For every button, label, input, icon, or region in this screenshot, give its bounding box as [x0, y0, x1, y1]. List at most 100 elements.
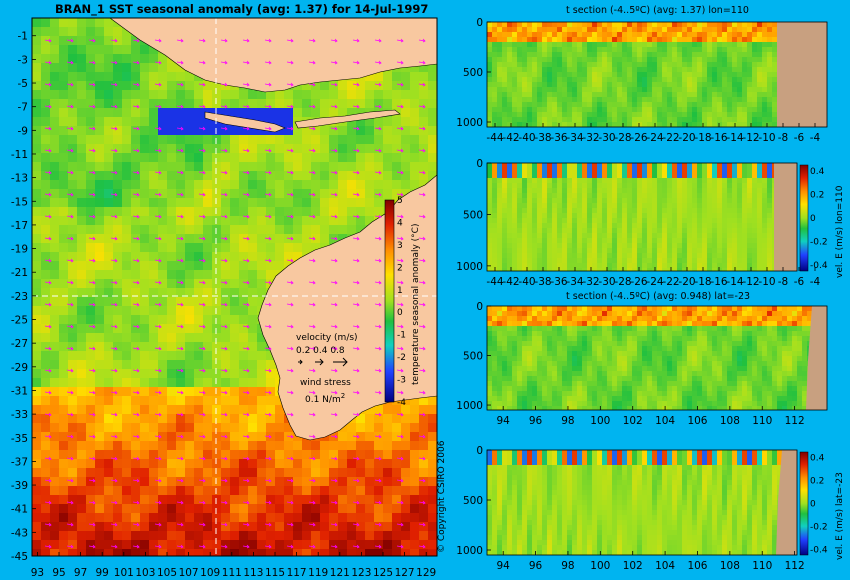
section-x-tick-label: -30: [598, 276, 615, 288]
section-x-tick-label: 100: [590, 415, 610, 427]
section-x-tick-label: -10: [758, 276, 775, 288]
section-x-tick-label: -10: [758, 132, 775, 144]
t-section-lon-title: t section (-4..5ºC) (avg: 1.37) lon=110: [566, 5, 749, 16]
section-x-tick-label: 94: [497, 415, 511, 427]
vel-colorbar-tick-label: -0.2: [810, 522, 828, 532]
vel-colorbar-lat: [799, 451, 809, 556]
section-x-tick-label: -4: [810, 132, 821, 144]
map-x-tick-label: 121: [330, 567, 350, 579]
section-y-tick-label: 1000: [456, 400, 483, 412]
map-x-tick-label: 119: [308, 567, 328, 579]
section-x-tick-label: -14: [726, 276, 743, 288]
map-x-tick-label: 93: [31, 567, 44, 579]
wind-stress-legend: wind stress 0.1 N/m2: [300, 378, 351, 405]
velocity-legend-values: 0.2 0.4 0.8: [296, 346, 345, 356]
map-y-tick-label: -7: [18, 102, 28, 114]
section-x-tick-label: -24: [646, 276, 663, 288]
map-y-tick-label: -31: [11, 385, 28, 397]
section-x-tick-label: -4: [810, 276, 821, 288]
section-x-tick-label: -42: [502, 132, 519, 144]
map-x-tick-label: 115: [265, 567, 285, 579]
section-y-tick-label: 1000: [456, 545, 483, 557]
vel-colorbar-tick-label: 0.4: [810, 167, 825, 177]
section-x-tick-label: -38: [534, 276, 551, 288]
section-x-tick-label: 102: [623, 415, 643, 427]
map-x-tick-label: 123: [351, 567, 371, 579]
vel-section-lat-frame: [486, 449, 798, 556]
section-x-tick-label: -22: [662, 276, 679, 288]
section-x-tick-label: -42: [502, 276, 519, 288]
section-x-tick-label: 94: [497, 560, 511, 572]
map-x-tick-label: 111: [222, 567, 242, 579]
vel-section-lat-field: [487, 450, 783, 555]
map-x-tick-label: 107: [179, 567, 199, 579]
main-title: BRAN_1 SST seasonal anomaly (avg: 1.37) …: [55, 2, 429, 16]
colorbar-tick-label: -3: [397, 376, 406, 386]
section-y-tick-label: 500: [463, 351, 483, 363]
section-x-tick-label: -36: [550, 276, 567, 288]
section-y-tick-label: 500: [463, 495, 483, 507]
section-x-tick-label: -44: [486, 132, 503, 144]
vel-section-lon-field: [487, 163, 778, 271]
colorbar-tick-label: 3: [397, 241, 403, 251]
vel-colorbar-lat-label: vel. E (m/s) lat=-23: [835, 472, 845, 560]
vel-colorbar-tick-label: 0.4: [810, 454, 825, 464]
indonesia-land: [109, 18, 437, 93]
map-y-tick-label: -9: [18, 125, 28, 137]
vel-section-lon-frame: [486, 162, 798, 272]
section-x-tick-label: -24: [646, 132, 663, 144]
map-y-tick-label: -27: [11, 338, 28, 350]
section-x-tick-label: 112: [785, 560, 805, 572]
section-x-tick-label: 108: [720, 560, 740, 572]
section-y-tick-label: 1000: [456, 261, 483, 273]
section-y-tick-label: 0: [476, 158, 483, 170]
colorbar-gradient: [384, 199, 395, 403]
vel-section-lat-axes: 0 500 1000 94 96 98 100 102 104 106 108 110 112: [456, 445, 804, 572]
map-panel: -1-3-5-7-9-11-13-15-17-19-21-23-25-27-29…: [11, 17, 438, 579]
colorbar-tick-label: 5: [397, 196, 403, 206]
section-x-tick-label: -16: [710, 276, 727, 288]
section-x-tick-label: -40: [518, 276, 535, 288]
vel-colorbar-lon-label: vel. E (m/s) lon=110: [835, 185, 845, 278]
colorbar-ticks: 5 4 3 2 1 0 -1 -2 -3 -4: [397, 196, 406, 408]
section-x-tick-label: -20: [678, 132, 695, 144]
colorbar-label: temperature seasonal anomaly (°C): [411, 224, 421, 385]
t-section-lon-axes: 05001000-44-42-40-38-36-34-32-30-28-26-2…: [456, 17, 820, 144]
map-x-tick-label: 125: [373, 567, 393, 579]
section-x-tick-label: -32: [582, 132, 599, 144]
section-x-tick-label: -36: [550, 132, 567, 144]
vel-colorbar-lon-ticks: 0.4 0.2 0 -0.2 -0.4: [810, 167, 828, 271]
section-x-tick-label: -6: [794, 276, 805, 288]
wind-vectors: [44, 38, 426, 549]
colorbar-tick-label: 4: [397, 218, 403, 228]
section-x-tick-label: -28: [614, 276, 631, 288]
wind-legend-title: wind stress: [300, 378, 351, 388]
t-section-lon-panel: 05001000-44-42-40-38-36-34-32-30-28-26-2…: [456, 17, 828, 144]
map-y-tick-label: -5: [18, 78, 28, 90]
map-y-tick-label: -11: [11, 149, 28, 161]
section-x-tick-label: -6: [794, 132, 805, 144]
map-x-tick-label: 95: [52, 567, 65, 579]
map-y-tick-label: -19: [11, 244, 28, 256]
map-x-tick-label: 105: [157, 567, 177, 579]
map-y-axis: -1 -3 -5 -7 -9 -11 -13 -15 -17 -19 -21 -23 -25 -27 -29…: [11, 31, 36, 563]
velocity-legend-arrows: [298, 357, 348, 367]
section-x-tick-label: -12: [742, 276, 759, 288]
vel-section-lon-axes: 05001000-44-42-40-38-36-34-32-30-28-26-2…: [456, 158, 820, 288]
vel-colorbar-tick-label: 0.2: [810, 190, 824, 200]
section-x-tick-label: -20: [678, 276, 695, 288]
section-x-tick-label: -38: [534, 132, 551, 144]
section-y-tick-label: 1000: [456, 117, 483, 129]
section-x-tick-label: -12: [742, 132, 759, 144]
vel-colorbar-lon: [799, 164, 809, 272]
map-frame: [31, 17, 438, 557]
section-x-tick-label: 98: [561, 415, 574, 427]
map-x-axis: 93 95 97 99 101 103 105 107 109 111 113 115 117 119 12…: [31, 552, 436, 579]
section-x-tick-label: -8: [778, 132, 788, 144]
section-y-tick-label: 500: [463, 67, 483, 79]
map-x-tick-label: 103: [135, 567, 155, 579]
vel-colorbar-tick-label: -0.2: [810, 238, 828, 248]
map-y-tick-label: -21: [11, 267, 28, 279]
